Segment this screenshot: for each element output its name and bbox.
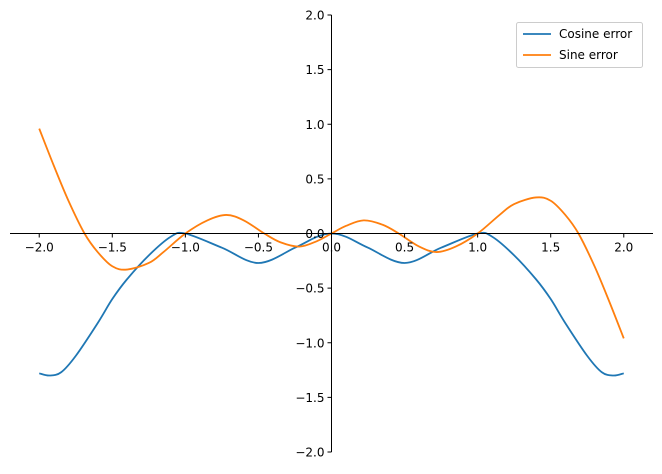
axes: −2.0 −1.5 −1.0 −0.5 0.0 0.5 1.0 1.5 2.0 −2.0 −1.5 −… [10,9,653,460]
x-tick-label: −1.5 [98,241,127,255]
legend-label-cosine: Cosine error [559,27,632,41]
x-tick-label: 0.5 [395,241,414,255]
y-tick-label: 2.0 [305,9,324,23]
y-tick-label: −1.0 [295,336,324,350]
y-tick-label: −1.5 [295,391,324,405]
legend: Cosine error Sine error [516,22,643,68]
x-tick-label: −0.5 [244,241,273,255]
legend-label-sine: Sine error [559,48,618,62]
y-tick-label: 0.0 [305,227,324,241]
y-tick-label: 1.5 [305,63,324,77]
y-tick-label: 0.5 [305,172,324,186]
y-tick-label: 1.0 [305,118,324,132]
x-tick-label: 2.0 [614,241,633,255]
x-tick-label: 1.5 [541,241,560,255]
x-tick-label: 0.0 [322,241,341,255]
y-tick-label: −0.5 [295,282,324,296]
x-tick-label: −2.0 [25,241,54,255]
x-tick-label: 1.0 [468,241,487,255]
y-tick-label: −2.0 [295,446,324,460]
x-tick-label: −1.0 [171,241,200,255]
